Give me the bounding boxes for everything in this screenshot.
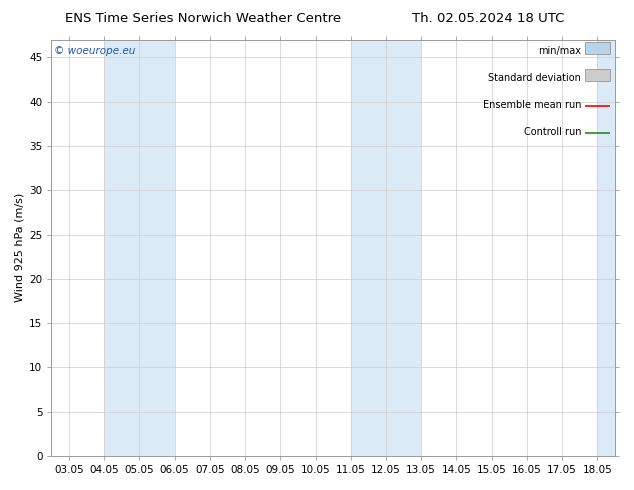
Text: Controll run: Controll run: [524, 127, 581, 137]
Text: © woeurope.eu: © woeurope.eu: [55, 46, 136, 56]
Bar: [104, 40, 175, 456]
Text: ENS Time Series Norwich Weather Centre: ENS Time Series Norwich Weather Centre: [65, 12, 341, 25]
FancyBboxPatch shape: [585, 42, 611, 54]
FancyBboxPatch shape: [585, 69, 611, 81]
Text: Th. 02.05.2024 18 UTC: Th. 02.05.2024 18 UTC: [412, 12, 564, 25]
Text: min/max: min/max: [538, 46, 581, 56]
Text: Ensemble mean run: Ensemble mean run: [482, 100, 581, 110]
Bar: [351, 40, 421, 456]
Bar: [597, 40, 615, 456]
Y-axis label: Wind 925 hPa (m/s): Wind 925 hPa (m/s): [15, 193, 25, 302]
Text: Standard deviation: Standard deviation: [488, 73, 581, 83]
